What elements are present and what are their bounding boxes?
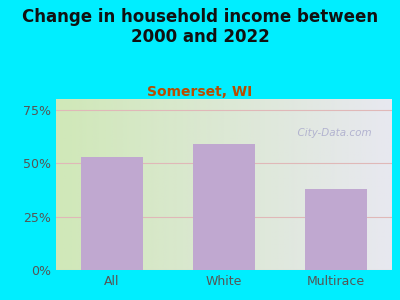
Bar: [193, 144, 255, 270]
Bar: [81, 157, 143, 270]
Text: Change in household income between
2000 and 2022: Change in household income between 2000 …: [22, 8, 378, 46]
Bar: [305, 189, 367, 270]
Text: Somerset, WI: Somerset, WI: [147, 85, 253, 100]
Text: City-Data.com: City-Data.com: [291, 128, 372, 138]
